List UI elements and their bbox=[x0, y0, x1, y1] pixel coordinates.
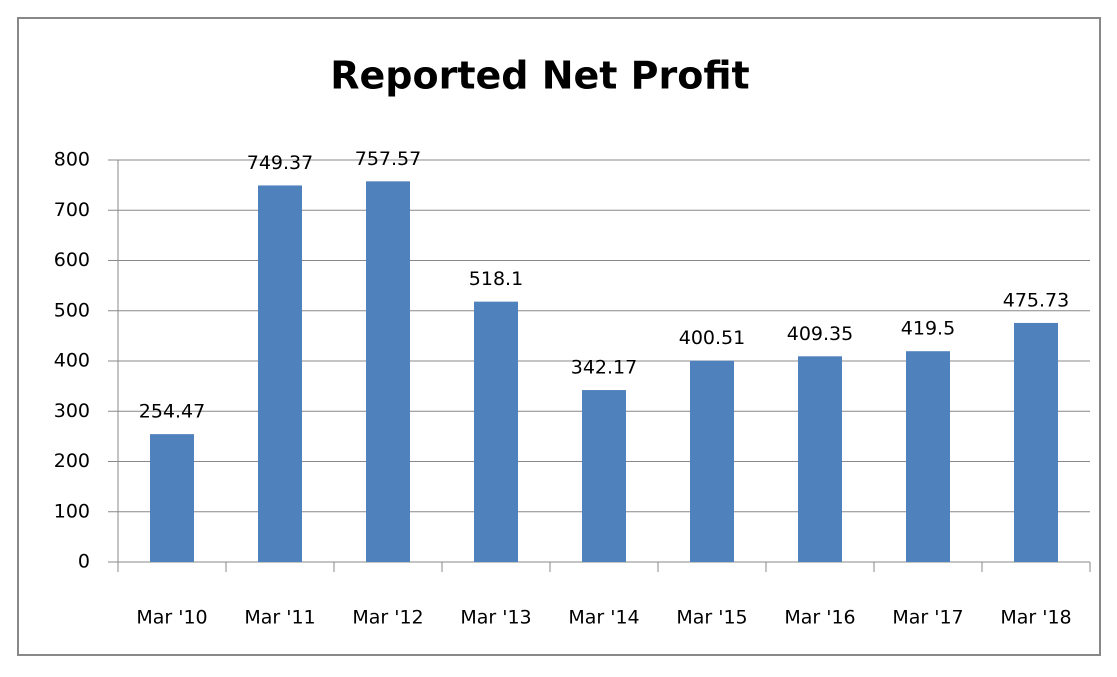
bar bbox=[150, 434, 194, 562]
data-label: 400.51 bbox=[679, 327, 745, 349]
data-label: 254.47 bbox=[139, 401, 205, 423]
y-tick-label: 0 bbox=[78, 551, 90, 573]
y-tick-label: 300 bbox=[54, 400, 90, 422]
data-label: 475.73 bbox=[1003, 289, 1069, 311]
x-tick-label: Mar '12 bbox=[352, 607, 423, 629]
y-tick-label: 400 bbox=[54, 350, 90, 372]
x-tick-label: Mar '18 bbox=[1000, 607, 1071, 629]
y-tick-label: 100 bbox=[54, 500, 90, 522]
data-label: 757.57 bbox=[355, 148, 421, 170]
bar bbox=[474, 301, 518, 562]
x-tick-label: Mar '10 bbox=[136, 607, 207, 629]
chart-title: Reported Net Profit bbox=[330, 54, 749, 98]
data-label: 518.1 bbox=[469, 268, 523, 290]
data-label: 409.35 bbox=[787, 323, 853, 345]
bar bbox=[1014, 322, 1058, 562]
y-tick-label: 800 bbox=[54, 149, 90, 171]
x-tick-label: Mar '13 bbox=[460, 607, 531, 629]
data-label: 342.17 bbox=[571, 357, 637, 379]
y-tick-label: 500 bbox=[54, 299, 90, 321]
bar bbox=[798, 356, 842, 562]
x-tick-label: Mar '17 bbox=[892, 607, 963, 629]
x-tick-label: Mar '14 bbox=[568, 607, 639, 629]
x-tick-label: Mar '15 bbox=[676, 607, 747, 629]
x-tick-label: Mar '16 bbox=[784, 607, 855, 629]
x-tick-label: Mar '11 bbox=[244, 607, 315, 629]
data-label: 749.37 bbox=[247, 152, 313, 174]
bar bbox=[582, 390, 626, 562]
bar bbox=[258, 185, 302, 562]
bar bbox=[366, 181, 410, 562]
bar bbox=[906, 351, 950, 562]
y-tick-label: 600 bbox=[54, 249, 90, 271]
y-tick-label: 700 bbox=[54, 199, 90, 221]
data-label: 419.5 bbox=[901, 318, 955, 340]
bar bbox=[690, 360, 734, 562]
y-tick-label: 200 bbox=[54, 450, 90, 472]
